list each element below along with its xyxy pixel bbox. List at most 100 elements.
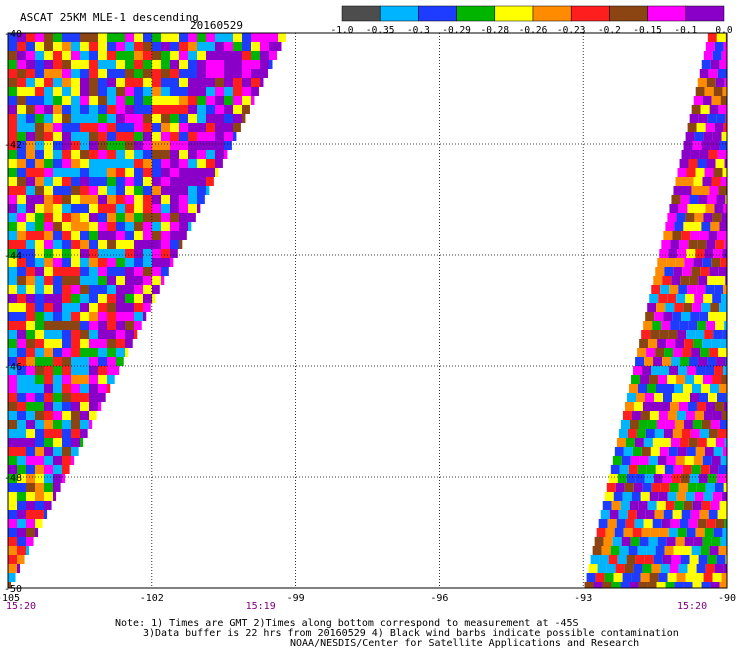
- heat-cell: [670, 321, 680, 330]
- heat-cell: [671, 195, 681, 204]
- heat-cell: [713, 447, 723, 456]
- heat-cell: [89, 348, 98, 357]
- heat-cell: [610, 465, 620, 474]
- heat-cell: [80, 339, 89, 348]
- heat-cell: [17, 492, 26, 501]
- heat-cell: [716, 195, 726, 204]
- heat-cell: [704, 447, 714, 456]
- heat-cell: [697, 321, 707, 330]
- heat-cell: [44, 429, 53, 438]
- heat-cell: [215, 150, 224, 159]
- heat-cell: [701, 582, 711, 588]
- heat-cell: [35, 159, 44, 168]
- heat-cell: [707, 33, 717, 42]
- heat-cell: [603, 537, 613, 546]
- heat-cell: [44, 276, 53, 285]
- heat-cell: [678, 285, 688, 294]
- heat-cell: [143, 258, 152, 267]
- heat-cell: [98, 267, 107, 276]
- heat-cell: [80, 168, 89, 177]
- heat-cell: [179, 150, 188, 159]
- heat-cell: [632, 447, 642, 456]
- heat-cell: [622, 492, 632, 501]
- heat-cell: [80, 231, 89, 240]
- heat-cell: [62, 339, 71, 348]
- heat-cell: [676, 213, 686, 222]
- heat-cell: [681, 510, 691, 519]
- heat-cell: [44, 474, 53, 483]
- heat-cell: [595, 573, 605, 582]
- heat-cell: [671, 393, 681, 402]
- heat-cell: [179, 177, 188, 186]
- heat-cell: [233, 78, 242, 87]
- heat-cell: [80, 330, 89, 339]
- heat-cell: [134, 123, 143, 132]
- heat-cell: [719, 384, 727, 393]
- heat-cell: [206, 186, 210, 195]
- heat-cell: [116, 177, 125, 186]
- heat-cell: [8, 60, 17, 69]
- heat-cell: [654, 312, 664, 321]
- heat-cell: [143, 132, 152, 141]
- heat-cell: [703, 573, 713, 582]
- heat-cell: [701, 501, 711, 510]
- heat-cell: [676, 411, 686, 420]
- heat-cell: [660, 483, 670, 492]
- heat-cell: [224, 60, 233, 69]
- heat-cell: [161, 123, 170, 132]
- heat-cell: [667, 411, 677, 420]
- heat-cell: [647, 501, 657, 510]
- heat-cell: [17, 240, 26, 249]
- heat-cell: [143, 105, 152, 114]
- heat-cell: [62, 456, 71, 465]
- heat-cell: [98, 69, 107, 78]
- heat-cell: [161, 231, 170, 240]
- heat-cell: [62, 51, 71, 60]
- heat-cell: [709, 465, 719, 474]
- heat-cell: [35, 312, 44, 321]
- heat-cell: [80, 141, 89, 150]
- heat-cell: [35, 87, 44, 96]
- heat-cell: [143, 114, 152, 123]
- time-label: 15:19: [246, 601, 276, 612]
- heat-cell: [710, 420, 720, 429]
- heat-cell: [62, 330, 71, 339]
- heat-cell: [26, 456, 35, 465]
- heat-cell: [89, 402, 98, 411]
- heat-cell: [8, 168, 17, 177]
- heat-cell: [233, 132, 237, 141]
- heat-cell: [251, 96, 255, 105]
- heat-cell: [673, 186, 683, 195]
- heat-cell: [656, 420, 666, 429]
- heat-cell: [26, 123, 35, 132]
- heat-cell: [708, 312, 718, 321]
- heat-cell: [662, 555, 672, 564]
- heat-cell: [53, 222, 62, 231]
- heat-cell: [26, 339, 35, 348]
- heat-cell: [8, 267, 17, 276]
- heat-cell: [660, 285, 670, 294]
- heat-cell: [687, 123, 697, 132]
- heat-cell: [206, 78, 215, 87]
- heat-cell: [71, 51, 80, 60]
- heat-cell: [26, 357, 35, 366]
- heat-cell: [612, 456, 622, 465]
- heat-cell: [8, 258, 17, 267]
- heat-cell: [116, 249, 125, 258]
- heat-cell: [725, 357, 727, 366]
- heat-cell: [89, 213, 98, 222]
- heat-cell: [725, 555, 727, 564]
- heat-cell: [62, 42, 71, 51]
- heat-cell: [685, 132, 695, 141]
- heat-cell: [134, 213, 143, 222]
- heat-cell: [62, 465, 70, 474]
- heat-cell: [639, 456, 649, 465]
- heat-cell: [646, 348, 656, 357]
- heat-cell: [134, 69, 143, 78]
- heat-cell: [53, 204, 62, 213]
- heat-cell: [62, 69, 71, 78]
- heat-cell: [8, 492, 17, 501]
- heat-cell: [17, 258, 26, 267]
- heat-cell: [655, 465, 665, 474]
- heat-cell: [80, 222, 89, 231]
